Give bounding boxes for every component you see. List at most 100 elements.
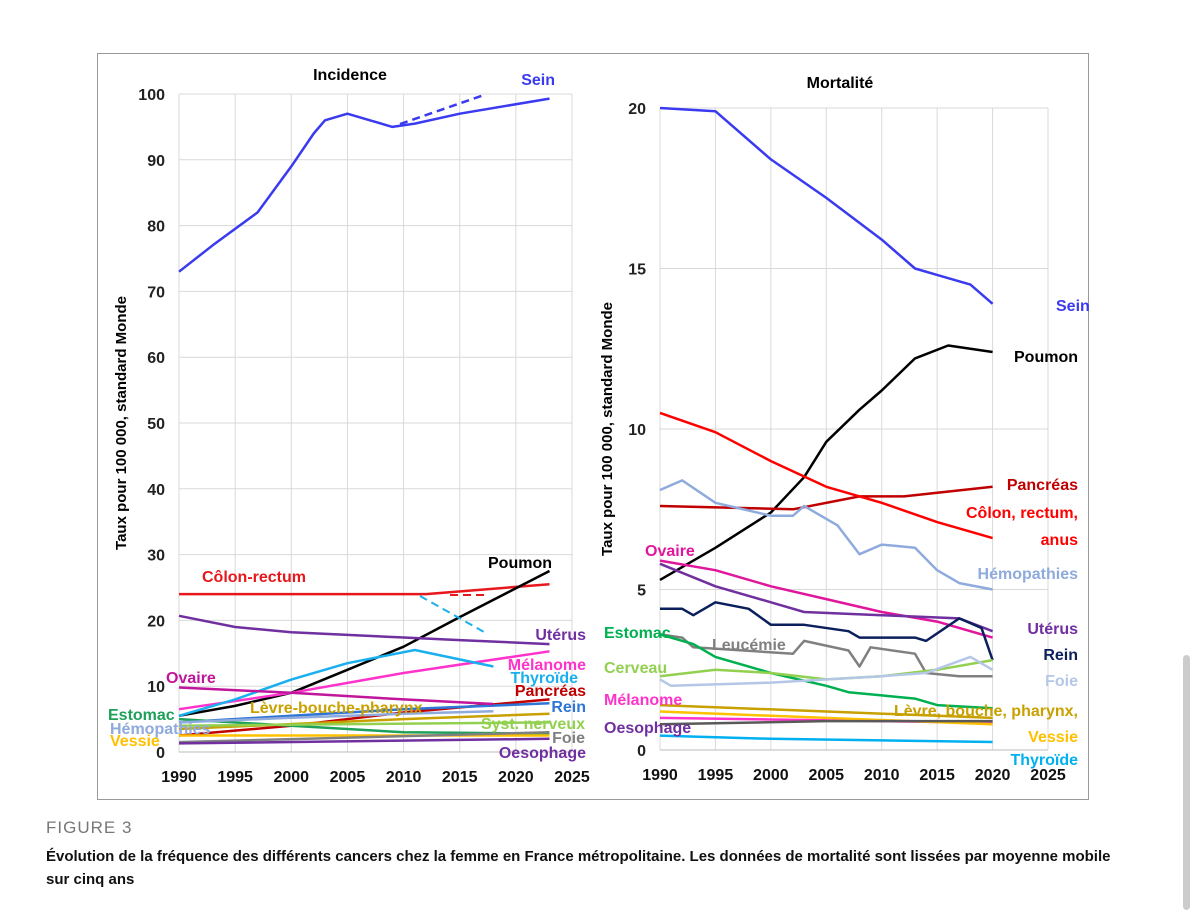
series-label-incidence: Côlon-rectum [202, 569, 306, 586]
series-label-incidence: Oesophage [499, 745, 586, 762]
series-label-incidence: Estomac [108, 707, 175, 724]
series-line-c-lon-rectum [179, 582, 550, 596]
series-label-mortalite: Rein [1043, 647, 1078, 664]
series-label-mortalite: Cerveau [604, 660, 667, 677]
series-line-leuc-mie [659, 633, 993, 678]
series-label-mortalite: anus [1041, 532, 1078, 549]
series-line-syst-nerveux [178, 721, 550, 727]
y-tick-label: 20 [147, 613, 165, 630]
series-line-ovaire [178, 686, 494, 706]
y-axis-label: Taux pour 100 000, standard Monde [599, 302, 616, 556]
y-tick-label: 100 [138, 87, 165, 104]
series-line-estomac [659, 633, 993, 710]
series-label-mortalite: Estomac [604, 625, 671, 642]
series-label-incidence: Vessie [110, 733, 160, 750]
series-line-foie [178, 731, 550, 744]
x-tick-label: 2025 [554, 769, 590, 786]
series-label-incidence: Poumon [488, 555, 552, 572]
series-line-c-lon-rectum-anus [659, 411, 993, 540]
y-tick-label: 20 [628, 101, 646, 118]
series-line-sein [659, 106, 994, 305]
series-label-incidence: Lèvre-bouche-pharynx [250, 700, 423, 717]
x-tick-label: 2005 [808, 767, 844, 784]
x-tick-label: 2020 [498, 769, 534, 786]
x-tick-label: 1995 [217, 769, 253, 786]
series-label-incidence: Syst. nerveux [481, 716, 585, 733]
figure-caption: Évolution de la fréquence des différents… [46, 848, 1111, 888]
y-tick-label: 50 [147, 416, 165, 433]
series-line-sein [178, 97, 550, 273]
series-label-mortalite: Oesophage [604, 720, 691, 737]
series-label-mortalite: Sein [1056, 298, 1090, 315]
scrollbar[interactable] [1183, 655, 1190, 910]
series-line-h-mopathies [659, 479, 993, 591]
series-label-mortalite: Leucémie [712, 637, 786, 654]
x-tick-label: 2015 [442, 769, 478, 786]
y-tick-label: 5 [637, 583, 646, 600]
series-label-mortalite: Thyroïde [1010, 752, 1078, 769]
y-tick-label: 0 [637, 743, 646, 760]
series-line-ut-rus [178, 614, 550, 646]
figure-number: FIGURE 3 [46, 818, 133, 837]
series-line-poumon [178, 569, 551, 718]
series-line-foie [659, 655, 994, 688]
x-tick-label: 2020 [975, 767, 1011, 784]
x-tick-label: 1995 [698, 767, 734, 784]
series-label-incidence: Pancréas [515, 683, 586, 700]
x-tick-label: 2005 [330, 769, 366, 786]
series-label-incidence: Utérus [535, 627, 586, 644]
y-tick-label: 70 [147, 284, 165, 301]
x-tick-label: 2015 [919, 767, 955, 784]
x-tick-label: 1990 [642, 767, 678, 784]
y-tick-label: 80 [147, 219, 165, 236]
y-tick-label: 10 [628, 422, 646, 439]
y-tick-label: 0 [156, 745, 165, 762]
series-label-mortalite: Vessie [1028, 729, 1078, 746]
series-label-incidence: Sein [521, 72, 555, 89]
series-line-thyro-de [659, 734, 993, 744]
series-label-mortalite: Ovaire [645, 543, 695, 560]
series-line-l-vre-bouche-pharynx- [659, 703, 993, 720]
x-tick-label: 2000 [273, 769, 309, 786]
series-line-ovaire [659, 559, 993, 639]
x-tick-label: 2000 [753, 767, 789, 784]
series-label-incidence: Ovaire [166, 670, 216, 687]
series-line-estomac [178, 717, 550, 735]
series-label-incidence: Hémopathies [110, 721, 211, 738]
series-label-mortalite: Pancréas [1007, 477, 1078, 494]
y-tick-label: 30 [147, 548, 165, 565]
series-line-oesophage [659, 719, 993, 726]
x-tick-label: 1990 [161, 769, 197, 786]
series-label-incidence: Mélanome [508, 657, 586, 674]
series-label-mortalite: Mélanome [604, 692, 682, 709]
y-tick-label: 15 [628, 262, 646, 279]
series-label-mortalite: Côlon, rectum, [966, 505, 1078, 522]
series-label-mortalite: Poumon [1014, 349, 1078, 366]
series-label-incidence: Rein [551, 699, 586, 716]
series-line-h-mopathies [178, 709, 494, 724]
series-label-mortalite: Hémopathies [978, 566, 1079, 583]
series-label-incidence: Foie [552, 730, 585, 747]
chart-frame [97, 53, 1089, 800]
sein-projection-dashed [399, 93, 485, 126]
y-axis-label: Taux pour 100 000, standard Monde [113, 296, 130, 550]
y-tick-label: 90 [147, 153, 165, 170]
series-label-mortalite: Utérus [1027, 621, 1078, 638]
chart-title: Incidence [313, 67, 387, 84]
y-tick-label: 10 [147, 679, 165, 696]
chart-title: Mortalité [807, 75, 874, 92]
y-tick-label: 40 [147, 482, 165, 499]
thyroide-projection-dashed [419, 595, 485, 633]
series-line-rein [660, 601, 994, 661]
series-line-thyro-de [178, 648, 494, 717]
series-label-mortalite: Foie [1045, 673, 1078, 690]
x-tick-label: 2025 [1030, 767, 1066, 784]
series-label-incidence: Thyroïde [510, 670, 578, 687]
series-label-mortalite: Lèvre, bouche, pharynx, [894, 703, 1078, 720]
x-tick-label: 2010 [386, 769, 422, 786]
series-line-poumon [659, 344, 993, 581]
y-tick-label: 60 [147, 350, 165, 367]
x-tick-label: 2010 [864, 767, 900, 784]
series-line-oesophage [178, 737, 550, 745]
